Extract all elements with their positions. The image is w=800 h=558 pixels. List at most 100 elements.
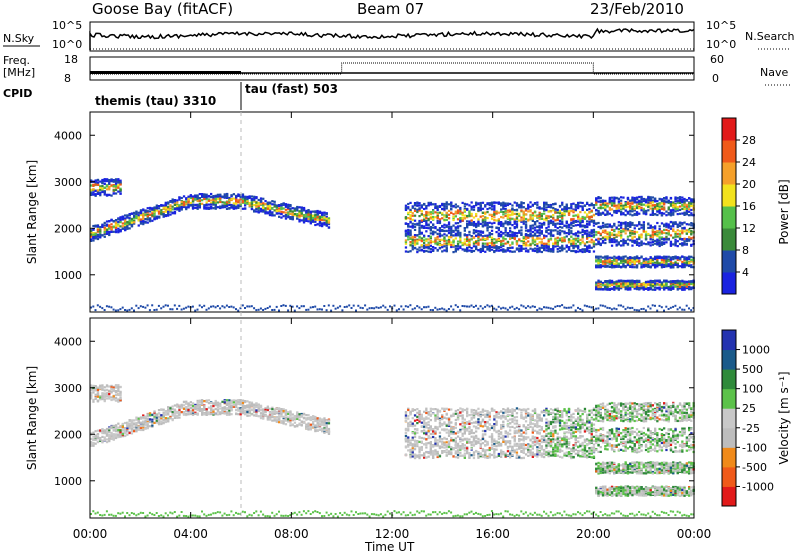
heatmap-cell bbox=[548, 226, 550, 228]
heatmap-cell bbox=[552, 245, 554, 247]
heatmap-cell bbox=[532, 217, 534, 219]
station-title: Goose Bay (fitACF) bbox=[92, 0, 233, 18]
heatmap-cell bbox=[625, 240, 627, 242]
heatmap-cell bbox=[520, 206, 522, 208]
heatmap-cell bbox=[541, 226, 543, 228]
heatmap-cell bbox=[634, 198, 636, 200]
heatmap-cell bbox=[351, 307, 353, 309]
heatmap-cell bbox=[613, 202, 615, 204]
heatmap-cell bbox=[500, 211, 502, 213]
heatmap-cell bbox=[557, 237, 559, 239]
heatmap-cell bbox=[665, 258, 667, 260]
heatmap-cell bbox=[310, 218, 312, 220]
heatmap-cell bbox=[629, 307, 631, 309]
heatmap-cell bbox=[115, 219, 117, 221]
heatmap-cell bbox=[437, 238, 439, 240]
heatmap-cell bbox=[677, 200, 679, 202]
heatmap-cell bbox=[228, 199, 230, 201]
heatmap-cell bbox=[450, 203, 452, 205]
heatmap-cell bbox=[221, 201, 223, 203]
heatmap-cell bbox=[122, 225, 124, 227]
heatmap-cell bbox=[416, 234, 418, 236]
heatmap-cell bbox=[652, 196, 654, 198]
heatmap-cell bbox=[600, 281, 602, 283]
heatmap-cell bbox=[491, 222, 493, 224]
heatmap-cell bbox=[602, 284, 604, 286]
heatmap-cell bbox=[588, 251, 590, 253]
heatmap-cell bbox=[443, 224, 445, 226]
heatmap-cell bbox=[394, 305, 396, 307]
heatmap-cell bbox=[495, 219, 497, 221]
heatmap-cell bbox=[516, 223, 518, 225]
heatmap-cell bbox=[640, 283, 642, 285]
heatmap-cell bbox=[652, 239, 654, 241]
heatmap-cell bbox=[520, 201, 522, 203]
heatmap-cell bbox=[591, 235, 593, 237]
heatmap-cell bbox=[652, 226, 654, 228]
heatmap-cell bbox=[208, 207, 210, 209]
heatmap-cell bbox=[486, 224, 488, 226]
heatmap-cell bbox=[117, 218, 119, 220]
heatmap-cell bbox=[681, 281, 683, 283]
heatmap-cell bbox=[563, 307, 565, 309]
heatmap-cell bbox=[595, 197, 597, 199]
heatmap-cell bbox=[505, 229, 507, 231]
heatmap-cell bbox=[262, 209, 264, 211]
heatmap-cell bbox=[181, 197, 183, 199]
heatmap-cell bbox=[425, 217, 427, 219]
heatmap-cell bbox=[629, 281, 631, 283]
heatmap-cell bbox=[645, 233, 647, 235]
heatmap-cell bbox=[584, 245, 586, 247]
heatmap-cell bbox=[679, 307, 681, 309]
heatmap-cell bbox=[507, 211, 509, 213]
heatmap-cell bbox=[557, 251, 559, 253]
heatmap-cell bbox=[529, 248, 531, 250]
heatmap-cell bbox=[602, 242, 604, 244]
heatmap-cell bbox=[613, 197, 615, 199]
heatmap-cell bbox=[106, 305, 108, 307]
heatmap-cell bbox=[677, 256, 679, 258]
heatmap-cell bbox=[158, 216, 160, 218]
heatmap-cell bbox=[650, 256, 652, 258]
heatmap-cell bbox=[475, 226, 477, 228]
heatmap-cell bbox=[561, 208, 563, 210]
heatmap-cell bbox=[224, 205, 226, 207]
heatmap-cell bbox=[471, 247, 473, 249]
heatmap-cell bbox=[665, 238, 667, 240]
heatmap-cell bbox=[529, 306, 531, 308]
heatmap-cell bbox=[679, 243, 681, 245]
heatmap-cell bbox=[405, 246, 407, 248]
heatmap-cell bbox=[665, 200, 667, 202]
heatmap-cell bbox=[561, 245, 563, 247]
heatmap-cell bbox=[210, 206, 212, 208]
heatmap-cell bbox=[600, 238, 602, 240]
heatmap-cell bbox=[174, 304, 176, 306]
heatmap-cell bbox=[507, 223, 509, 225]
heatmap-cell bbox=[500, 246, 502, 248]
heatmap-cell bbox=[258, 309, 260, 311]
heatmap-cell bbox=[625, 210, 627, 212]
heatmap-cell bbox=[464, 205, 466, 207]
heatmap-cell bbox=[606, 203, 608, 205]
heatmap-cell bbox=[178, 208, 180, 210]
heatmap-cell bbox=[423, 239, 425, 241]
heatmap-cell bbox=[296, 207, 298, 209]
heatmap-cell bbox=[625, 230, 627, 232]
heatmap-cell bbox=[439, 212, 441, 214]
heatmap-cell bbox=[459, 241, 461, 243]
heatmap-cell bbox=[432, 227, 434, 229]
heatmap-cell bbox=[471, 201, 473, 203]
heatmap-cell bbox=[450, 246, 452, 248]
heatmap-cell bbox=[176, 199, 178, 201]
heatmap-cell bbox=[541, 238, 543, 240]
heatmap-cell bbox=[659, 233, 661, 235]
heatmap-cell bbox=[242, 195, 244, 197]
heatmap-cell bbox=[498, 250, 500, 252]
heatmap-cell bbox=[595, 284, 597, 286]
heatmap-cell bbox=[475, 241, 477, 243]
heatmap-cell bbox=[625, 204, 627, 206]
heatmap-cell bbox=[670, 245, 672, 247]
heatmap-cell bbox=[604, 305, 606, 307]
heatmap-cell bbox=[620, 200, 622, 202]
heatmap-cell bbox=[242, 200, 244, 202]
